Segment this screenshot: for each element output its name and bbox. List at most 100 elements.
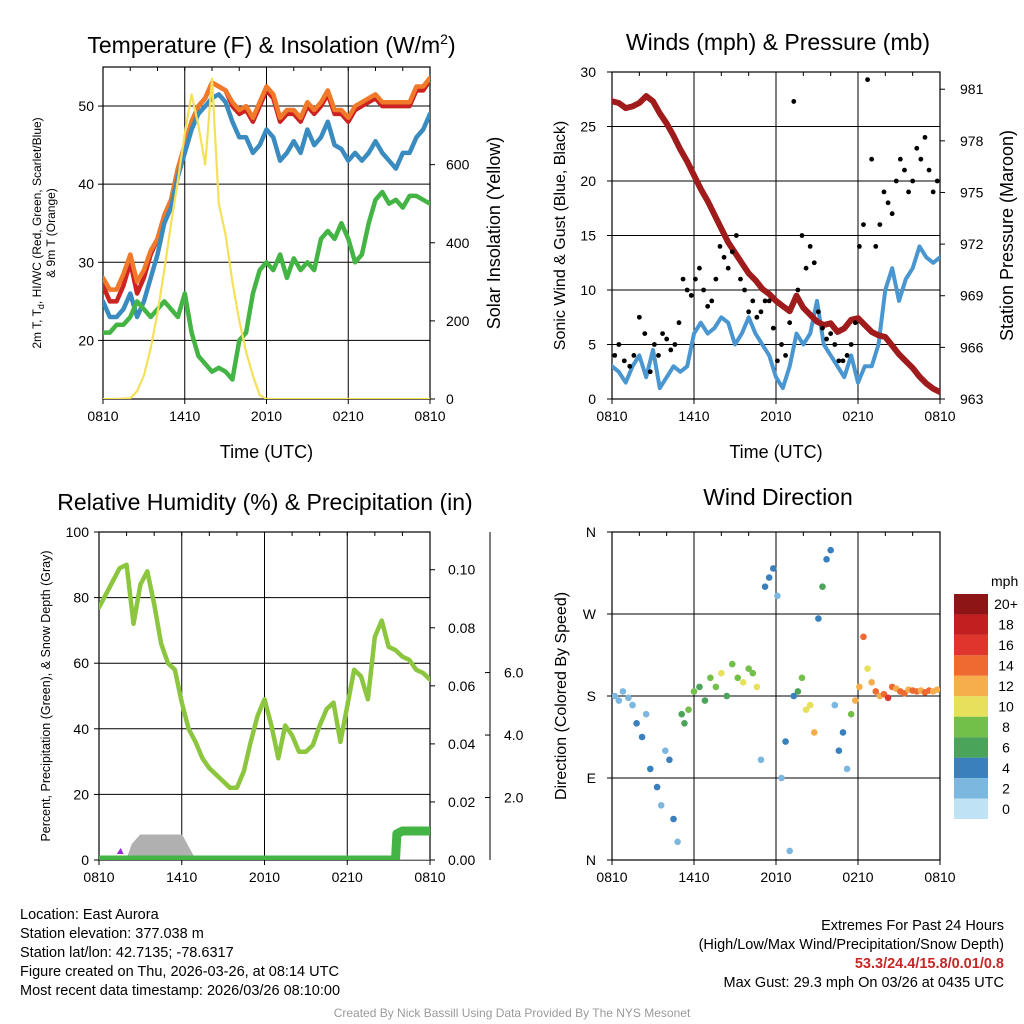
humidity-ytick-label: 20: [73, 786, 89, 802]
snow-tick-label: 6.0: [504, 665, 524, 681]
winds-ylabel: Sonic Wind & Gust (Blue, Black): [552, 121, 569, 350]
winds-chart: 0 5 10 15 20 25 30 963 966 969 972 975 978 981 0810 141…: [552, 29, 1017, 462]
humidity-xtick-label: 0810: [414, 869, 445, 885]
direction-point: [685, 706, 692, 713]
precip-type-marker: [116, 848, 124, 854]
humidity-ytick-label: 60: [73, 655, 89, 671]
direction-point: [633, 720, 640, 727]
direction-ylabel: Direction (Colored By Speed): [553, 592, 570, 800]
humidity-ytick-label: 80: [73, 590, 89, 606]
direction-point: [718, 669, 725, 677]
direction-point: [753, 683, 761, 691]
direction-point: [662, 747, 669, 754]
direction-ytick-label: S: [587, 688, 596, 704]
winds-title: Winds (mph) & Pressure (mb): [626, 29, 930, 55]
winds-y2tick-label: 972: [960, 236, 984, 252]
humidity-title: Relative Humidity (%) & Precipitation (i…: [57, 489, 472, 515]
humidity-line-precip: [99, 826, 430, 860]
colorbar-swatch: [954, 757, 988, 779]
gust-point: [766, 298, 772, 304]
temperature-xtick-label: 1410: [169, 408, 200, 424]
gust-point: [844, 353, 850, 358]
direction-point: [827, 546, 834, 554]
winds-ytick-label: 10: [580, 282, 596, 298]
humidity-ylabel-text: Percent, Precipitation (Green), & Snow D…: [39, 550, 53, 841]
humidity-ytick-label: 100: [66, 524, 90, 540]
colorbar-swatch: [954, 614, 988, 635]
direction-ytick-label: N: [586, 524, 596, 540]
gust-point: [906, 189, 911, 195]
direction-point: [681, 720, 688, 727]
gust-point: [926, 167, 932, 173]
gust-point: [676, 320, 682, 326]
direction-point: [774, 592, 781, 600]
direction-point: [670, 815, 677, 823]
winds-xtick-label: 1410: [678, 408, 709, 424]
direction-ytick-label: N: [586, 852, 596, 868]
gust-point: [750, 298, 756, 304]
temperature-y2tick-label: 0: [446, 391, 454, 407]
colorbar-swatch: [954, 716, 988, 738]
direction-point: [612, 692, 619, 700]
winds-y2label: Station Pressure (Maroon): [997, 130, 1017, 341]
direction-point: [810, 729, 818, 736]
recent-text: Most recent data timestamp: 2026/03/26 0…: [20, 983, 341, 999]
gust-point: [791, 99, 797, 104]
gust-point: [709, 298, 715, 304]
temperature-y2tick-label: 200: [446, 313, 470, 329]
gust-point: [647, 369, 653, 375]
direction-point: [657, 802, 665, 809]
humidity-ylabel: Percent, Precipitation (Green), & Snow D…: [39, 550, 53, 841]
direction-point: [790, 692, 798, 700]
gust-point: [627, 363, 633, 369]
direction-point: [749, 669, 757, 677]
colorbar-label: 4: [1002, 760, 1010, 776]
colorbar-swatch: [954, 675, 988, 697]
gust-point: [873, 244, 879, 249]
direction-point: [831, 701, 839, 709]
direction-xtick-label: 0810: [924, 869, 955, 885]
direction-point: [638, 733, 646, 741]
direction-point: [835, 747, 843, 754]
direction-point: [782, 738, 789, 745]
direction-title: Wind Direction: [703, 484, 853, 510]
gust-point: [636, 314, 642, 320]
humidity-xtick-label: 1410: [166, 869, 197, 885]
direction-point: [761, 583, 769, 590]
direction-point: [798, 674, 806, 682]
gust-point: [729, 249, 735, 255]
gust-point: [680, 276, 686, 282]
gust-point: [742, 287, 747, 293]
humidity-ytick-label: 0: [81, 852, 89, 868]
gust-point: [697, 265, 702, 271]
colorbar-label: 16: [998, 637, 1014, 653]
direction-point: [843, 765, 851, 773]
direction-point: [884, 694, 892, 702]
direction-point: [625, 694, 632, 702]
colorbar-swatch: [954, 634, 988, 656]
gust-point: [616, 342, 622, 347]
direction-point: [619, 688, 627, 695]
gust-point: [656, 353, 661, 358]
gust-point: [631, 353, 637, 358]
max-gust-text: Max Gust: 29.3 mph On 03/26 at 0435 UTC: [723, 975, 1004, 991]
direction-ytick-label: W: [583, 606, 597, 622]
winds-y2tick-label: 966: [960, 339, 984, 355]
gust-point: [746, 309, 752, 315]
direction-point: [728, 660, 736, 668]
humidity-xtick-label: 0210: [332, 869, 363, 885]
direction-point: [701, 697, 709, 704]
gust-point: [692, 276, 698, 282]
humidity-line-rh: [99, 562, 430, 791]
gust-point: [733, 233, 739, 238]
gust-point: [828, 331, 834, 336]
gust-point: [672, 342, 678, 347]
gust-point: [642, 331, 648, 336]
gust-point: [861, 222, 866, 228]
winds-y2tick-label: 978: [960, 133, 984, 149]
humidity-series: [99, 562, 430, 860]
direction-ytick-label: E: [587, 770, 596, 786]
direction-point: [802, 706, 810, 713]
direction-point: [666, 756, 673, 764]
